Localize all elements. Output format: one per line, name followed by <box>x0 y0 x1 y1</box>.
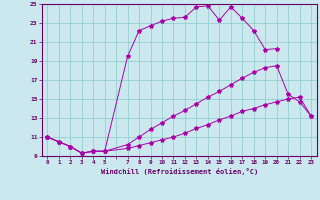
X-axis label: Windchill (Refroidissement éolien,°C): Windchill (Refroidissement éolien,°C) <box>100 168 258 175</box>
